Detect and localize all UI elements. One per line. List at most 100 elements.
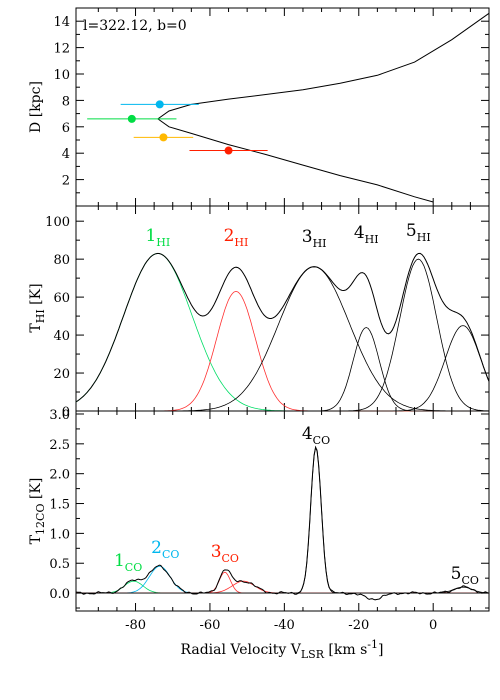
co-y-ticks: 0.0 0.5 1.0 1.5 2.0 2.5 3.0 (49, 408, 489, 609)
hi-label-sub: HI (365, 233, 379, 246)
hi-component-label: 3HI (302, 227, 327, 250)
co-label-sub: CO (222, 552, 239, 565)
x-tick-label: -40 (274, 618, 295, 633)
xlabel-unit: [km s (324, 642, 367, 658)
distance-point (155, 100, 164, 109)
x-tick-label: -80 (125, 618, 146, 633)
hi-x-ticks (97, 206, 471, 411)
co-label-sub: CO (313, 434, 330, 447)
distance-point (127, 114, 136, 123)
y-tick-label: 3.0 (49, 408, 70, 423)
y-tick-label: 2.0 (49, 468, 70, 483)
y-tick-label: 1.5 (49, 498, 70, 513)
distance-annotation: l=322.12, b=0 (83, 18, 187, 34)
hi-components (75, 253, 490, 412)
y-tick-label: 8 (62, 94, 70, 109)
co-ylabel-main: T (28, 534, 44, 544)
co-ylabel-sub: 12CO (34, 504, 47, 535)
hi-label-sub: HI (313, 237, 327, 250)
y-tick-label: 14 (53, 15, 70, 30)
x-axis-label: Radial Velocity VLSR [km s-1] (181, 638, 384, 661)
x-tick-label: -20 (348, 618, 369, 633)
y-tick-label: 12 (53, 42, 70, 57)
co-label-sub: CO (125, 561, 142, 574)
y-tick-label: 4 (62, 147, 70, 162)
x-tick-label: 0 (429, 618, 437, 633)
y-tick-label: 0.5 (49, 557, 70, 572)
distance-ylabel: D [kpc] (28, 81, 44, 133)
co-gaussian-component (76, 580, 489, 594)
hi-component-label: 2HI (224, 226, 249, 249)
hi-label-number: 1 (145, 226, 156, 246)
y-tick-label: 2.5 (49, 438, 70, 453)
y-tick-label: 10 (53, 68, 70, 83)
hi-component-label: 5HI (406, 221, 431, 244)
y-tick-label: 0 (62, 405, 70, 420)
co-label-number: 5 (451, 564, 462, 584)
co-panel-frame (75, 410, 490, 612)
x-tick-label: -60 (199, 618, 220, 633)
hi-gaussian-component (76, 325, 490, 412)
co-components (76, 445, 489, 594)
xlabel-main: Radial Velocity V (181, 642, 302, 658)
distance-curve (157, 12, 490, 203)
co-total-spectrum (75, 445, 489, 601)
y-tick-label: 0.0 (49, 587, 70, 602)
y-tick-label: 40 (53, 329, 70, 344)
co-component-label: 3CO (211, 542, 239, 565)
hi-gaussian-component (76, 327, 489, 412)
y-tick-label: 80 (53, 253, 70, 268)
distance-panel-frame (75, 7, 490, 207)
distance-point (159, 133, 168, 142)
co-label-number: 4 (302, 424, 313, 444)
hi-gaussian-component (76, 290, 489, 412)
hi-ylabel: THI [K] (28, 283, 47, 332)
hi-ylabel-main: T (28, 323, 44, 333)
hi-label-sub: HI (156, 236, 170, 249)
co-ylabel-unit: [K] (28, 478, 44, 504)
y-tick-label: 60 (53, 291, 70, 306)
co-component-label: 4CO (302, 424, 330, 447)
xlabel-sup: -1 (367, 638, 378, 651)
co-x-ticks: -80 -60 -40 -20 0 (97, 411, 471, 633)
hi-gaussian-component (76, 258, 490, 412)
hi-label-sub: HI (234, 236, 248, 249)
y-tick-label: 20 (53, 367, 70, 382)
distance-points (87, 100, 268, 155)
distance-x-ticks (97, 8, 471, 206)
hi-label-sub: HI (417, 231, 431, 244)
hi-ylabel-sub: HI (34, 309, 47, 323)
co-ylabel: T12CO [K] (28, 478, 47, 545)
distance-y-ticks: 2 4 6 8 10 12 14 (53, 15, 489, 194)
co-component-label: 2CO (151, 538, 179, 561)
y-tick-label: 2 (62, 174, 70, 189)
hi-label-number: 2 (224, 226, 235, 246)
hi-ylabel-unit: [K] (28, 283, 44, 309)
co-gaussian-component (76, 580, 489, 594)
hi-label-number: 5 (406, 221, 417, 241)
xlabel-end: ] (378, 642, 383, 658)
y-tick-label: 1.0 (49, 527, 70, 542)
co-label-number: 2 (151, 538, 162, 558)
co-label-number: 3 (211, 542, 222, 562)
hi-component-label: 4HI (354, 223, 379, 246)
hi-y-ticks: 0 20 40 60 80 100 (45, 215, 489, 420)
xlabel-sub: LSR (301, 648, 325, 661)
co-label-sub: CO (462, 574, 479, 587)
co-gaussian-component (76, 586, 489, 594)
hi-label-number: 4 (354, 223, 365, 243)
hi-gaussian-component (76, 266, 489, 412)
y-tick-label: 100 (45, 215, 70, 230)
co-label-number: 1 (114, 551, 125, 571)
co-component-label: 5CO (451, 564, 479, 587)
distance-point (224, 146, 233, 155)
co-label-sub: CO (162, 548, 179, 561)
hi-component-label: 1HI (145, 226, 170, 249)
y-tick-label: 6 (62, 121, 70, 136)
hi-label-number: 3 (302, 227, 313, 247)
hi-total-spectrum (75, 252, 490, 403)
co-component-label: 1CO (114, 551, 142, 574)
